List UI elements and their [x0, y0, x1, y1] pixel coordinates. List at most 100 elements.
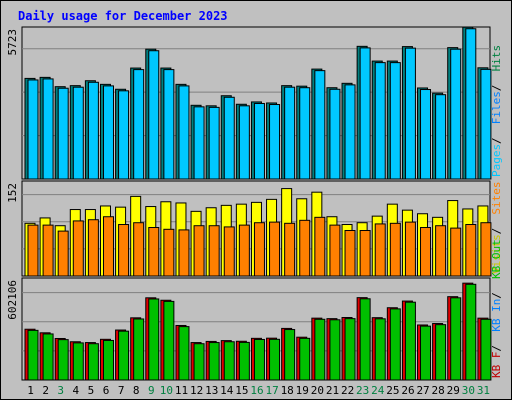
- visits-bar-sites: [389, 222, 401, 277]
- kbytes-bar-kb-in: [57, 339, 69, 381]
- visits-bar-sites: [102, 216, 114, 277]
- kbytes-bar-kb-in: [329, 319, 341, 381]
- legend-entry: KB F: [490, 352, 503, 379]
- day-label: 13: [205, 384, 218, 397]
- visits-ymax-label: 152: [6, 183, 19, 203]
- day-label: 6: [103, 384, 110, 397]
- visits-bar-sites: [72, 220, 84, 277]
- kbytes-bar-kb-in: [193, 343, 205, 381]
- legend-separator: /: [490, 345, 503, 352]
- hits-bar-pages: [253, 102, 265, 180]
- kbytes-bar-kb-in: [238, 341, 250, 381]
- hits-bar-pages: [193, 106, 205, 180]
- kbytes-bar-kb-in: [404, 301, 416, 381]
- visits-bar-sites: [118, 224, 130, 277]
- hits-legend: Pages / Files / Hits: [490, 45, 503, 177]
- day-label: 31: [477, 384, 490, 397]
- day-label: 24: [371, 384, 385, 397]
- kbytes-bar-kb-in: [314, 318, 326, 381]
- visits-bar-sites: [163, 228, 175, 277]
- kbytes-bar-kb-in: [27, 329, 39, 381]
- visits-bar-sites: [299, 219, 311, 277]
- day-axis-labels: 1 2 3 4 5 6 7 8 9 10 11 12 13 14 15 16 17 18 19 20 21 22 23 24 2…: [27, 384, 490, 397]
- hits-bar-pages: [450, 48, 462, 180]
- day-label: 5: [88, 384, 95, 397]
- kbytes-bar-kb-in: [344, 318, 356, 381]
- kbytes-bar-kb-in: [299, 337, 311, 381]
- hits-bar-pages: [57, 87, 69, 180]
- hits-bar-pages: [223, 96, 235, 180]
- day-label: 11: [175, 384, 188, 397]
- hits-bar-pages: [420, 89, 432, 180]
- hits-bar-pages: [178, 85, 190, 180]
- hits-bar-pages: [102, 85, 114, 180]
- kbytes-bar-kb-in: [42, 333, 54, 381]
- visits-bar-sites: [238, 224, 250, 277]
- kbytes-panel: 602106 KB F / KB In / KB Out: [6, 239, 503, 381]
- visits-bar-sites: [284, 222, 296, 277]
- legend-entry: Pages: [490, 144, 503, 177]
- legend-entry: Sites: [490, 181, 503, 214]
- hits-bar-pages: [27, 79, 39, 180]
- kbytes-ymax-label: 602106: [6, 280, 19, 320]
- kbytes-bar-kb-in: [450, 297, 462, 381]
- hits-bar-pages: [148, 50, 160, 180]
- visits-bar-sites: [223, 226, 235, 277]
- day-label: 20: [311, 384, 324, 397]
- kbytes-bar-kb-in: [253, 338, 265, 381]
- day-label: 8: [133, 384, 140, 397]
- hits-bar-pages: [314, 70, 326, 180]
- kbytes-bar-kb-in: [87, 343, 99, 381]
- legend-separator: /: [490, 228, 503, 235]
- day-label: 7: [118, 384, 125, 397]
- kbytes-bar-kb-in: [374, 318, 386, 381]
- hits-bar-pages: [329, 88, 341, 180]
- day-label: 17: [265, 384, 278, 397]
- visits-bar-sites: [404, 221, 416, 277]
- kbytes-bar-kb-in: [148, 298, 160, 381]
- visits-panel: 152 Visits / Sites: [6, 180, 503, 277]
- visits-bar-sites: [57, 230, 69, 277]
- kbytes-bar-kb-in: [118, 330, 130, 381]
- kbytes-bar-kb-in: [269, 338, 281, 381]
- legend-separator: /: [490, 292, 503, 299]
- hits-bar-pages: [404, 47, 416, 180]
- hits-bar-pages: [118, 90, 130, 180]
- legend-entry: KB In: [490, 299, 503, 332]
- day-label: 3: [57, 384, 64, 397]
- day-label: 22: [341, 384, 354, 397]
- kbytes-bar-kb-in: [102, 339, 114, 381]
- visits-bar-sites: [420, 227, 432, 277]
- hits-bar-pages: [299, 87, 311, 180]
- visits-bar-sites: [374, 223, 386, 277]
- hits-bar-pages: [465, 28, 477, 180]
- kbytes-bar-kb-in: [284, 329, 296, 381]
- hits-bar-pages: [42, 78, 54, 180]
- visits-bar-sites: [480, 222, 492, 277]
- chart-title: Daily usage for December 2023: [18, 9, 228, 23]
- visits-bar-sites: [253, 222, 265, 277]
- day-label: 25: [386, 384, 399, 397]
- hits-bar-pages: [133, 69, 145, 180]
- kbytes-bar-kb-in: [359, 298, 371, 381]
- day-label: 1: [27, 384, 34, 397]
- visits-bar-sites: [435, 225, 447, 277]
- visits-legend: Visits / Sites: [490, 181, 503, 274]
- legend-separator: /: [490, 137, 503, 144]
- visits-bar-sites: [269, 221, 281, 277]
- legend-entry: Files: [490, 91, 503, 124]
- day-label: 30: [462, 384, 475, 397]
- kbytes-bar-kb-in: [133, 318, 145, 381]
- kbytes-bar-kb-in: [178, 326, 190, 381]
- hits-ymax-label: 5723: [6, 29, 19, 56]
- hits-bar-pages: [269, 104, 281, 180]
- day-label: 4: [73, 384, 80, 397]
- legend-entry: Visits: [490, 234, 503, 274]
- hits-bar-pages: [480, 68, 492, 180]
- visits-bar-sites: [133, 222, 145, 277]
- visits-bar-sites: [208, 225, 220, 277]
- day-label: 27: [416, 384, 429, 397]
- legend-separator: /: [490, 85, 503, 92]
- visits-bar-sites: [148, 227, 160, 277]
